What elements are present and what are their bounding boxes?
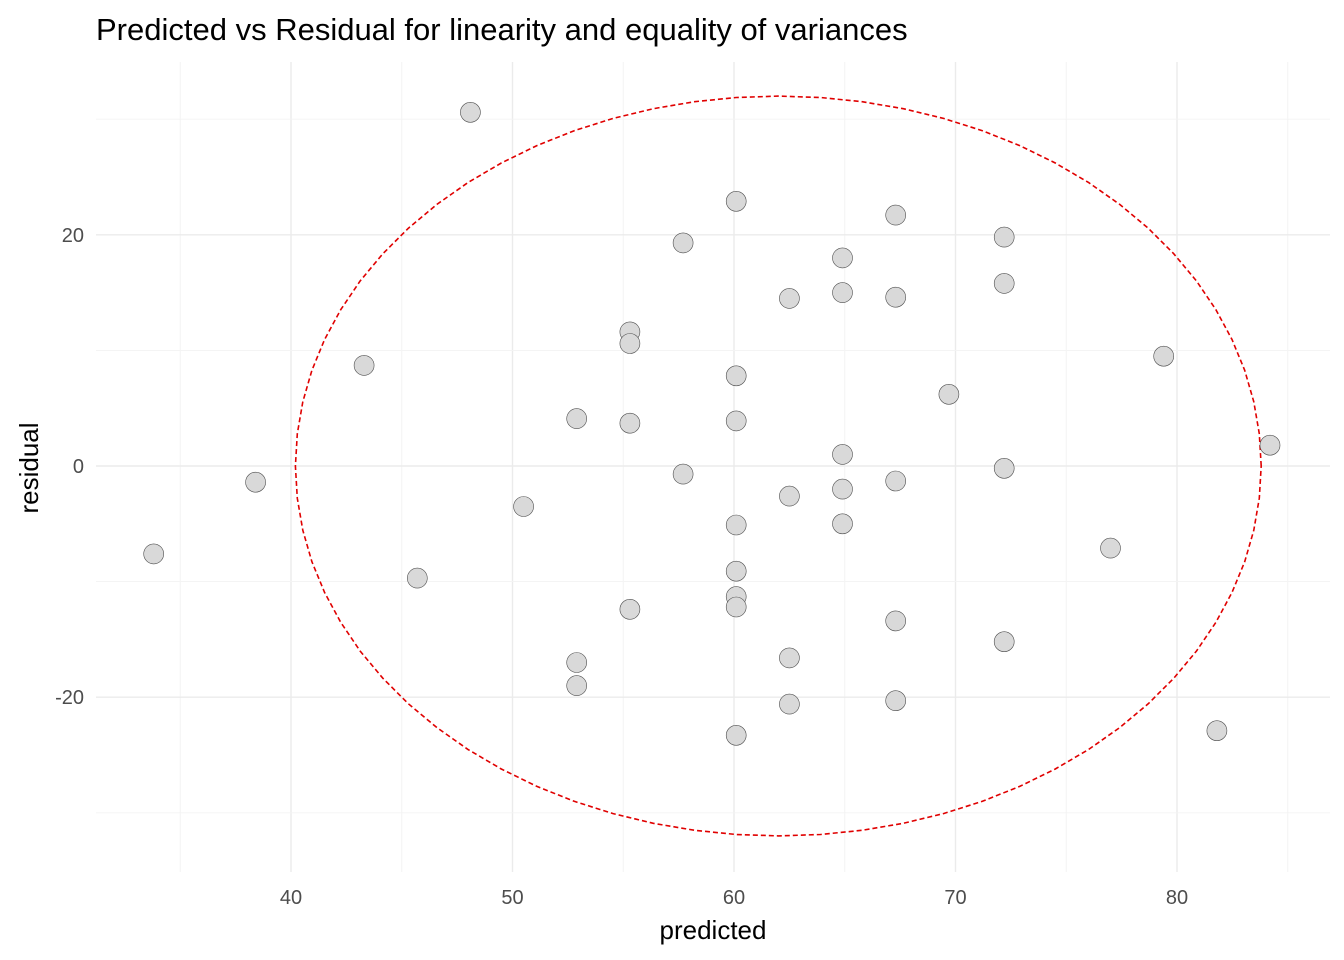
data-point (460, 102, 481, 123)
data-point (672, 463, 694, 485)
data-point (832, 282, 853, 303)
data-point (832, 478, 853, 500)
data-point (885, 470, 907, 492)
data-point (885, 286, 907, 308)
data-point (993, 631, 1015, 653)
data-point (885, 690, 907, 712)
chart-title: Predicted vs Residual for linearity and … (96, 12, 908, 47)
data-point (993, 457, 1015, 479)
data-point (566, 675, 588, 696)
x-axis-title: predicted (660, 915, 767, 945)
data-point (779, 288, 800, 309)
x-tick-label: 40 (280, 887, 302, 909)
data-point (832, 247, 853, 269)
data-point (513, 496, 534, 517)
data-point (245, 471, 266, 493)
y-axis-title: residual (14, 422, 44, 513)
data-point (938, 383, 960, 405)
data-point (725, 724, 747, 746)
data-point (619, 333, 641, 354)
y-axis-ticks: -20 0 20 (55, 225, 84, 709)
y-tick-label: 20 (62, 225, 84, 247)
y-tick-label: 0 (73, 456, 84, 478)
data-point (725, 596, 747, 618)
data-point (1100, 537, 1121, 559)
data-point (619, 598, 641, 620)
data-point (672, 232, 694, 254)
ellipse-layer (294, 95, 1263, 837)
data-point (832, 513, 853, 535)
data-point (566, 408, 588, 429)
x-tick-label: 70 (944, 887, 966, 909)
data-point (993, 226, 1015, 248)
grid (96, 62, 1330, 872)
data-point (725, 514, 747, 536)
data-point (779, 647, 800, 669)
data-point (406, 567, 428, 589)
data-point (885, 610, 907, 632)
confidence-ellipse (294, 95, 1263, 837)
data-point (993, 273, 1015, 294)
data-point (1153, 345, 1174, 367)
data-point (832, 444, 853, 465)
x-tick-label: 80 (1166, 887, 1188, 909)
data-point (725, 365, 747, 387)
data-point (1206, 720, 1228, 742)
data-point (885, 204, 907, 226)
data-point (779, 693, 800, 715)
data-point (619, 412, 641, 434)
data-point (779, 485, 800, 507)
data-point (566, 652, 588, 673)
y-tick-label: -20 (55, 687, 84, 709)
x-axis-ticks: 40 50 60 70 80 (280, 887, 1188, 909)
points (143, 102, 1281, 746)
x-tick-label: 60 (723, 887, 745, 909)
data-point (725, 410, 747, 432)
x-tick-label: 50 (501, 887, 523, 909)
data-point (725, 560, 747, 582)
data-point (143, 543, 164, 565)
data-point (725, 191, 747, 212)
data-point (1259, 434, 1281, 456)
data-point (353, 355, 375, 376)
